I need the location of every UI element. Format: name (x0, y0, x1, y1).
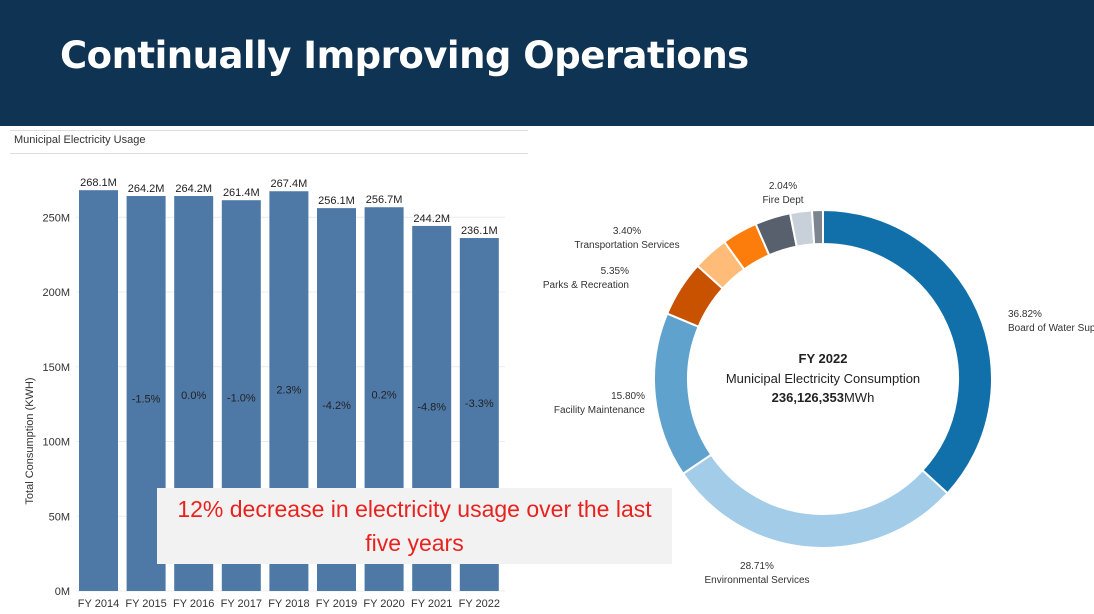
slice-percent-label: 3.40% (613, 226, 641, 237)
y-tick-label: 100M (42, 437, 70, 449)
callout-box: 12% decrease in electricity usage over t… (157, 488, 672, 564)
slice-percent-label: 36.82% (1008, 309, 1042, 320)
y-axis-title: Total Consumption (KWH) (24, 377, 36, 504)
bar-value-label: 256.1M (318, 195, 355, 207)
y-tick-label: 0M (55, 586, 70, 598)
x-tick-label: FY 2018 (268, 598, 309, 610)
x-tick-label: FY 2016 (173, 598, 214, 610)
x-tick-label: FY 2014 (78, 598, 119, 610)
panel-divider-top (10, 130, 528, 131)
y-tick-label: 150M (42, 362, 70, 374)
slide-title: Continually Improving Operations (60, 34, 749, 77)
bar-value-label: 261.4M (223, 187, 260, 199)
yoy-change-label: 2.3% (276, 384, 301, 396)
yoy-change-label: -1.0% (227, 392, 256, 404)
yoy-change-label: -4.8% (417, 402, 446, 414)
x-tick-label: FY 2019 (316, 598, 357, 610)
donut-center-year: FY 2022 (799, 351, 848, 366)
slice-percent-label: 5.35% (601, 266, 629, 277)
y-tick-label: 250M (42, 212, 70, 224)
bar-chart-panel-title: Municipal Electricity Usage (14, 134, 146, 146)
x-tick-label: FY 2017 (221, 598, 262, 610)
donut-chart: 36.82% Board of Water Supply 28.71% Environ… (543, 181, 1094, 585)
x-tick-label: FY 2015 (125, 598, 166, 610)
donut-center-total: 236,126,353MWh (772, 390, 875, 405)
donut-slice (681, 453, 949, 549)
bar-value-label: 264.2M (128, 183, 165, 195)
slice-percent-label: 2.04% (769, 181, 797, 192)
slice-name-label: Parks & Recreation (543, 280, 629, 291)
bar-value-label: 256.7M (366, 194, 403, 206)
donut-center-caption: Municipal Electricity Consumption (726, 371, 920, 386)
donut-center-value: 236,126,353 (772, 390, 844, 405)
y-tick-label: 50M (49, 511, 70, 523)
yoy-change-label: 0.2% (372, 390, 397, 402)
bar (79, 190, 118, 591)
bar-value-label: 267.4M (271, 178, 308, 190)
yoy-change-label: -4.2% (322, 400, 351, 412)
bar-value-label: 244.2M (413, 213, 450, 225)
yoy-change-label: -3.3% (465, 398, 494, 410)
title-banner: Continually Improving Operations (0, 0, 1094, 126)
donut-slice (653, 312, 713, 476)
bar-value-label: 236.1M (461, 225, 498, 237)
y-tick-label: 200M (42, 287, 70, 299)
x-tick-label: FY 2020 (363, 598, 404, 610)
slice-percent-label: 15.80% (611, 391, 645, 402)
x-tick-label: FY 2022 (459, 598, 500, 610)
slice-name-label: Transportation Services (574, 240, 679, 251)
slice-name-label: Environmental Services (704, 575, 809, 585)
bar-value-label: 264.2M (175, 183, 212, 195)
donut-slice (822, 208, 993, 495)
x-tick-label: FY 2021 (411, 598, 452, 610)
bar-value-label: 268.1M (80, 177, 117, 189)
slice-name-label: Fire Dept (762, 195, 803, 206)
slice-name-label: Board of Water Supply (1008, 323, 1094, 334)
yoy-change-label: -1.5% (132, 394, 161, 406)
donut-center-unit: MWh (844, 390, 874, 405)
slice-name-label: Facility Maintenance (554, 405, 646, 416)
panel-divider-bottom (10, 153, 528, 154)
donut-slice (810, 208, 824, 246)
slice-percent-label: 28.71% (740, 561, 774, 572)
yoy-change-label: 0.0% (181, 390, 206, 402)
